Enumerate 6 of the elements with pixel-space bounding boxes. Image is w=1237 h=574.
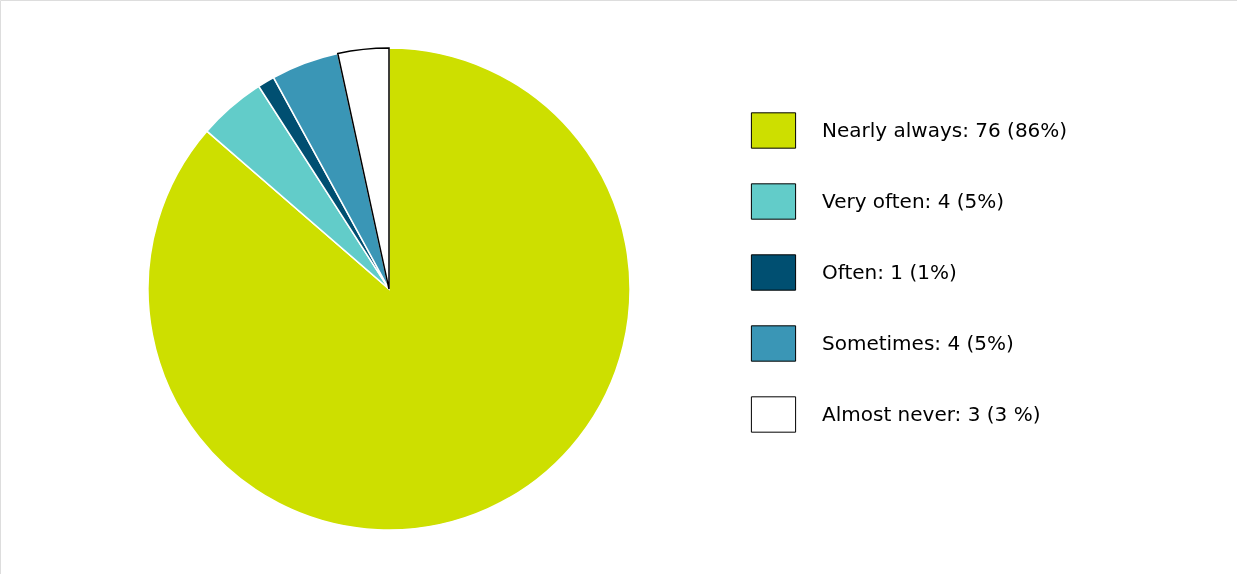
legend-label: Almost never: 3 (3 %) — [822, 401, 1041, 426]
legend-label: Nearly always: 76 (86%) — [822, 117, 1068, 142]
legend-label: Sometimes: 4 (5%) — [822, 330, 1014, 355]
legend-label: Often: 1 (1%) — [822, 259, 957, 284]
pie-slice — [147, 47, 631, 531]
legend-label: Very often: 4 (5%) — [822, 188, 1005, 213]
